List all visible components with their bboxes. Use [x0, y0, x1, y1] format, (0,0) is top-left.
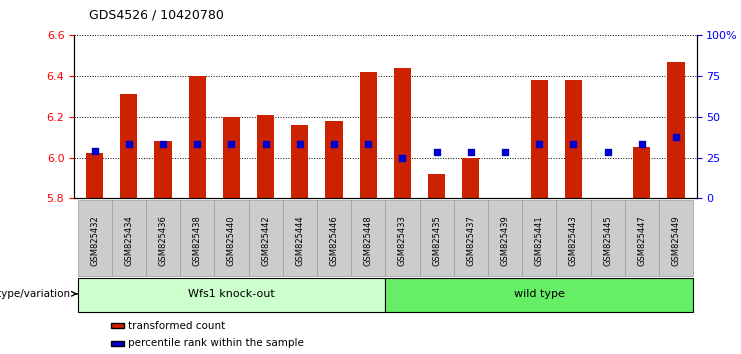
Point [362, 142, 374, 147]
Bar [325, 121, 342, 198]
Text: GDS4526 / 10420780: GDS4526 / 10420780 [89, 8, 224, 21]
Point [636, 142, 648, 147]
Bar [291, 125, 308, 198]
Text: GSM825443: GSM825443 [569, 215, 578, 266]
Bar [154, 141, 172, 198]
Text: wild type: wild type [514, 289, 565, 299]
Point [225, 142, 237, 147]
Bar [257, 115, 274, 198]
Point [431, 150, 442, 155]
Text: GSM825447: GSM825447 [637, 215, 646, 266]
Point [191, 142, 203, 147]
Text: GSM825442: GSM825442 [261, 215, 270, 266]
Point [568, 142, 579, 147]
Text: GSM825449: GSM825449 [671, 215, 680, 266]
Bar [359, 72, 376, 198]
Text: GSM825440: GSM825440 [227, 215, 236, 266]
Point [123, 142, 135, 147]
Text: GSM825436: GSM825436 [159, 215, 167, 266]
Bar [86, 154, 103, 198]
Bar [599, 198, 617, 245]
Bar [223, 117, 240, 198]
Text: percentile rank within the sample: percentile rank within the sample [128, 338, 304, 348]
Point [534, 142, 545, 147]
Text: GSM825433: GSM825433 [398, 215, 407, 266]
Text: GSM825432: GSM825432 [90, 215, 99, 266]
Point [499, 150, 511, 155]
Point [89, 149, 101, 154]
Text: GSM825439: GSM825439 [500, 215, 510, 266]
Bar [189, 76, 206, 198]
Point [602, 150, 614, 155]
Bar [394, 68, 411, 198]
Bar [428, 174, 445, 198]
Text: GSM825435: GSM825435 [432, 215, 441, 266]
Point [157, 142, 169, 147]
Text: GSM825434: GSM825434 [124, 215, 133, 266]
Text: transformed count: transformed count [128, 321, 225, 331]
Text: GSM825446: GSM825446 [330, 215, 339, 266]
Point [396, 155, 408, 160]
Point [465, 150, 476, 155]
Text: Wfs1 knock-out: Wfs1 knock-out [188, 289, 275, 299]
Bar [496, 198, 514, 249]
Text: genotype/variation: genotype/variation [0, 289, 70, 299]
Text: GSM825437: GSM825437 [466, 215, 475, 266]
Bar [462, 158, 479, 198]
Point [259, 142, 271, 147]
Bar [634, 147, 651, 198]
Bar [565, 80, 582, 198]
Bar [120, 95, 137, 198]
Point [670, 134, 682, 140]
Point [294, 142, 306, 147]
Text: GSM825448: GSM825448 [364, 215, 373, 266]
Text: GSM825445: GSM825445 [603, 215, 612, 266]
Bar [531, 80, 548, 198]
Bar [668, 62, 685, 198]
Text: GSM825444: GSM825444 [296, 215, 305, 266]
Point [328, 142, 340, 147]
Text: GSM825441: GSM825441 [535, 215, 544, 266]
Text: GSM825438: GSM825438 [193, 215, 202, 266]
